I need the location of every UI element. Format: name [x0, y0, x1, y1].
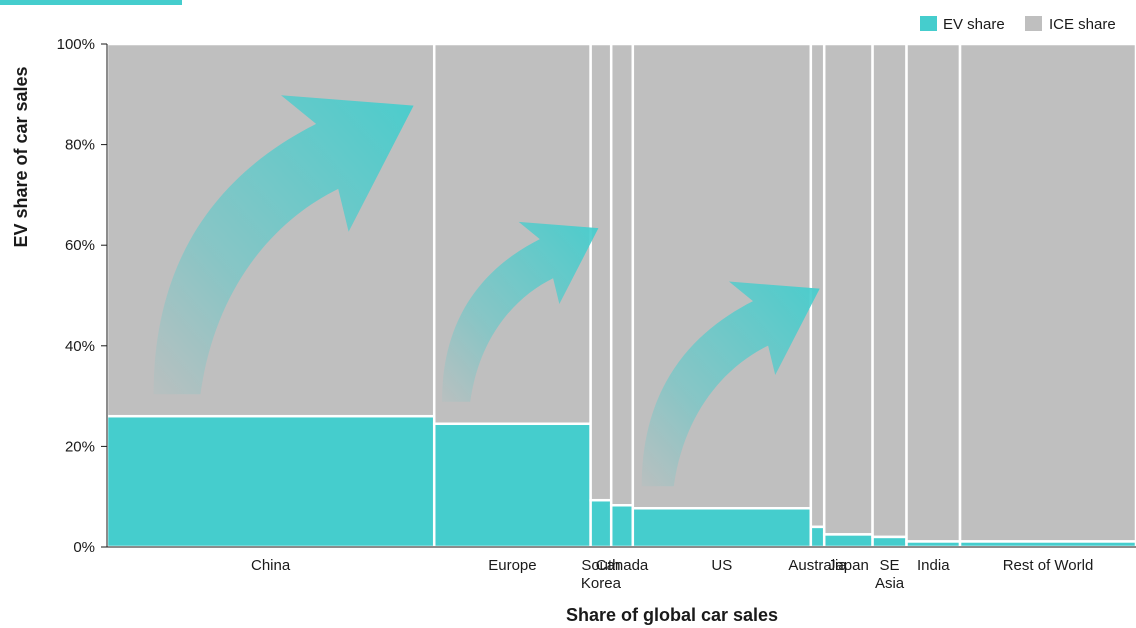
- x-tick-label-us: US: [711, 557, 732, 574]
- arrow-annotation-us: [641, 281, 820, 487]
- x-tick-label-australia: Australia: [788, 557, 847, 574]
- ev-share-bar-australia: [809, 525, 826, 549]
- x-tick-label-rest-of-world: Rest of World: [1003, 557, 1094, 574]
- legend: EV share ICE share: [920, 16, 1116, 33]
- ev-share-bar-china: [105, 414, 436, 549]
- ev-share-bar-india: [905, 540, 962, 549]
- x-tick-label-canada: Canada: [596, 557, 649, 574]
- y-tick-label: 20%: [65, 438, 95, 455]
- arrow-annotation-europe: [442, 221, 599, 402]
- ev-share-bar-japan: [822, 533, 874, 549]
- y-tick-label: 100%: [57, 36, 95, 53]
- bar-segments: [105, 42, 1136, 549]
- x-tick-label-se-asia: SE Asia: [875, 557, 905, 592]
- x-tick-label-south-korea: South Korea: [581, 557, 622, 592]
- y-tick-label: 40%: [65, 338, 95, 355]
- ice-share-bar-india: [905, 42, 962, 543]
- header-accent-bar: [0, 0, 182, 5]
- ev-share-bar-rest-of-world: [958, 540, 1136, 549]
- y-tick-label: 80%: [65, 137, 95, 154]
- ev-share-bar-us: [631, 507, 813, 549]
- legend-label-ev-share: EV share: [943, 16, 1005, 33]
- legend-swatch-ice-share: [1025, 16, 1042, 31]
- ice-share-bar-japan: [822, 42, 874, 536]
- y-tick-label: 0%: [73, 539, 95, 556]
- y-axis: 0% 20% 40% 60% 80% 100%: [57, 36, 108, 556]
- y-axis-title: EV share of car sales: [11, 66, 31, 247]
- legend-label-ice-share: ICE share: [1049, 16, 1116, 33]
- ice-share-bar-rest-of-world: [958, 42, 1136, 543]
- ev-share-bar-south-korea: [589, 498, 613, 549]
- ice-share-bar-south-korea: [589, 42, 613, 502]
- arrow-annotation-china: [153, 95, 414, 395]
- x-tick-label-india: India: [917, 557, 950, 574]
- ev-share-bar-canada: [609, 504, 635, 549]
- arrow-annotations: [153, 95, 820, 487]
- ev-share-bar-europe: [432, 422, 592, 549]
- ice-share-bar-se-asia: [871, 42, 908, 539]
- x-axis-title: Share of global car sales: [566, 605, 778, 625]
- ice-share-bar-australia: [809, 42, 826, 529]
- x-tick-label-japan: Japan: [828, 557, 869, 574]
- ice-share-bar-canada: [609, 42, 635, 507]
- y-tick-label: 60%: [65, 237, 95, 254]
- ev-share-bar-se-asia: [871, 535, 908, 549]
- x-tick-label-china: China: [251, 557, 291, 574]
- x-tick-label-europe: Europe: [488, 557, 536, 574]
- legend-swatch-ev-share: [920, 16, 937, 31]
